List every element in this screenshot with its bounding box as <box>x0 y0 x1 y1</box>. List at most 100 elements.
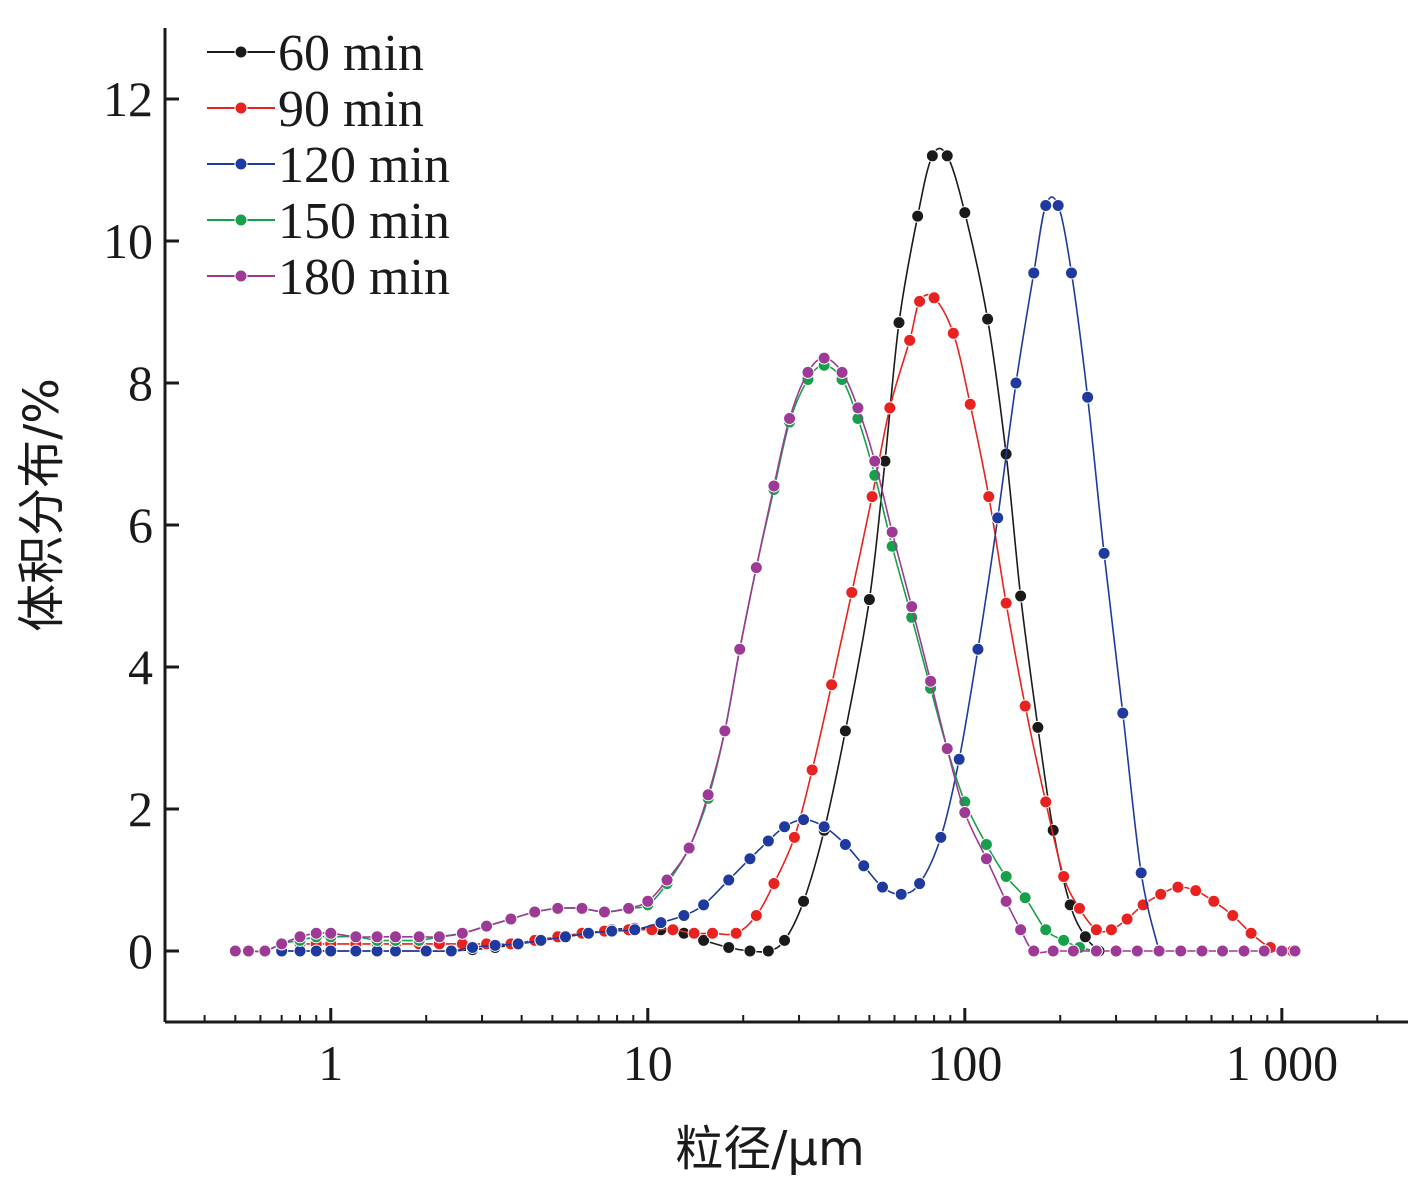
data-point <box>275 937 289 951</box>
data-point <box>913 877 927 891</box>
data-point <box>905 600 919 614</box>
data-point <box>228 944 242 958</box>
data-point <box>767 479 781 493</box>
y-tick-label: 8 <box>128 355 153 411</box>
data-point <box>534 933 548 947</box>
data-point <box>868 454 882 468</box>
series-3 <box>228 358 1103 958</box>
data-point <box>857 859 871 873</box>
data-point <box>575 901 589 915</box>
legend-swatch-marker <box>234 45 248 59</box>
data-point <box>934 830 948 844</box>
data-point <box>1216 944 1230 958</box>
data-point <box>1244 926 1258 940</box>
data-point <box>862 593 876 607</box>
data-point <box>958 806 972 820</box>
data-point <box>946 326 960 340</box>
legend-swatch-marker <box>234 101 248 115</box>
data-point <box>628 923 642 937</box>
data-point <box>701 788 715 802</box>
data-point <box>1057 933 1071 947</box>
data-point <box>1089 923 1103 937</box>
y-tick-label: 10 <box>103 213 153 269</box>
data-point <box>1171 880 1185 894</box>
data-point <box>767 877 781 891</box>
data-point <box>551 901 565 915</box>
data-point <box>838 724 852 738</box>
data-point <box>581 926 595 940</box>
data-point <box>660 873 674 887</box>
series-2 <box>275 196 1166 958</box>
data-point <box>835 365 849 379</box>
data-point <box>1081 390 1095 404</box>
data-point <box>1237 944 1251 958</box>
data-point <box>1120 912 1134 926</box>
legend-item: 180 min <box>207 249 450 306</box>
x-tick-label: 1 <box>318 1035 343 1091</box>
y-tick-label: 12 <box>103 71 153 127</box>
data-point <box>1031 720 1045 734</box>
data-point <box>1057 869 1071 883</box>
data-point <box>1152 944 1166 958</box>
data-point <box>1014 923 1028 937</box>
data-point <box>444 944 458 958</box>
data-point <box>1226 909 1240 922</box>
data-point <box>885 525 899 539</box>
data-point <box>940 149 954 163</box>
data-point <box>991 511 1005 525</box>
data-point <box>682 841 696 855</box>
data-point <box>241 944 255 958</box>
data-point <box>797 813 811 827</box>
data-point <box>558 930 572 944</box>
data-point <box>412 930 426 944</box>
data-point <box>979 838 993 851</box>
data-point <box>892 316 906 330</box>
data-point <box>838 838 852 851</box>
data-point <box>940 742 954 756</box>
data-point <box>761 834 775 848</box>
series-1 <box>293 291 1299 958</box>
data-point <box>622 901 636 915</box>
data-point <box>924 674 938 688</box>
data-point <box>324 944 338 958</box>
data-point <box>1189 884 1203 898</box>
data-point <box>677 909 691 922</box>
data-point <box>817 820 831 834</box>
y-tick-label: 4 <box>128 639 153 695</box>
data-point <box>697 933 711 947</box>
data-point <box>455 926 469 940</box>
data-point <box>1257 944 1271 958</box>
data-point <box>605 924 619 938</box>
data-point <box>370 930 384 944</box>
data-point <box>1134 866 1148 880</box>
data-point <box>511 937 525 951</box>
data-point <box>805 763 819 777</box>
data-point <box>1066 944 1080 958</box>
data-point <box>913 294 927 308</box>
data-point <box>761 944 775 958</box>
data-point <box>876 880 890 894</box>
x-tick-label: 1 000 <box>1226 1035 1339 1091</box>
y-tick-label: 6 <box>128 497 153 553</box>
data-point <box>925 149 939 163</box>
data-point <box>801 365 815 379</box>
data-point <box>1104 923 1118 937</box>
data-point <box>825 678 839 692</box>
data-point <box>1027 266 1041 280</box>
data-point <box>999 894 1013 908</box>
data-point <box>883 401 897 415</box>
data-point <box>787 830 801 844</box>
data-point <box>324 926 338 940</box>
y-tick-label: 2 <box>128 781 153 837</box>
legend-label: 90 min <box>278 81 424 138</box>
x-tick-label: 10 <box>623 1035 673 1091</box>
data-point <box>927 291 941 305</box>
data-point <box>641 894 655 908</box>
axes: 0 2 4 6 8 10 12 1 10 100 1 000 <box>103 28 1408 1091</box>
data-point <box>971 642 985 656</box>
data-point <box>749 909 763 922</box>
data-point <box>1109 944 1123 958</box>
series-line <box>281 196 1160 953</box>
data-point <box>1174 944 1188 958</box>
